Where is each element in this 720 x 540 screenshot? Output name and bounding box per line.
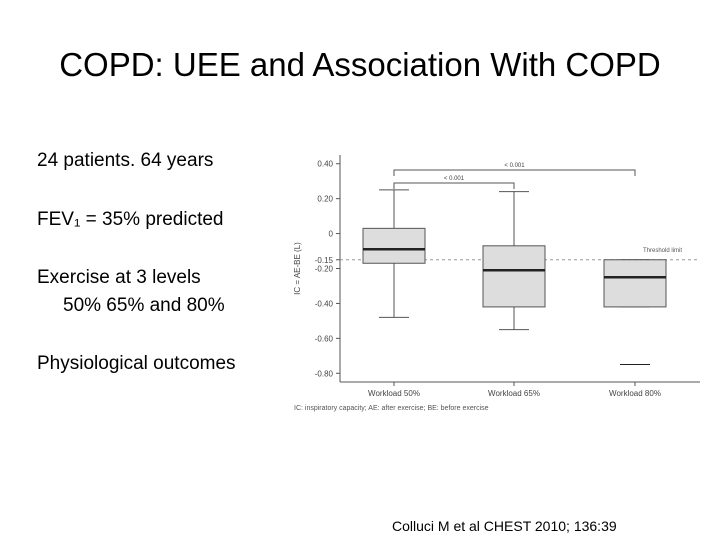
- x-tick-label: Workload 50%: [368, 389, 420, 398]
- significance-label: < 0.001: [444, 176, 465, 182]
- y-tick-label: -0.60: [315, 334, 334, 343]
- significance-bracket: [393, 169, 636, 176]
- bullet-exercise-levels: Exercise at 3 levels: [37, 267, 201, 288]
- y-tick-label: -0.80: [315, 369, 334, 378]
- y-tick-label: 0: [329, 230, 334, 239]
- bullet-fev1: FEV₁ = 35% predicted: [37, 209, 224, 230]
- citation: Colluci M et al CHEST 2010; 136:39: [392, 518, 617, 534]
- box: [482, 245, 546, 308]
- significance-bracket: [393, 182, 515, 189]
- chart-footnote: IC: inspiratory capacity; AE: after exer…: [294, 405, 489, 412]
- y-tick-label: -0.40: [315, 299, 334, 308]
- x-tick-label: Workload 80%: [609, 389, 661, 398]
- x-tick-label: Workload 65%: [488, 389, 540, 398]
- y-tick-label: -0.20: [315, 265, 334, 274]
- y-tick-label: 0.40: [317, 160, 333, 169]
- y-axis-label: IC = AE-BE (L): [293, 242, 302, 295]
- bullet-physiological-outcomes: Physiological outcomes: [37, 353, 236, 374]
- y-tick-label: 0.20: [317, 195, 333, 204]
- significance-label: < 0.001: [504, 163, 525, 169]
- bullet-exercise-percentages: 50% 65% and 80%: [63, 295, 225, 316]
- box: [362, 227, 426, 264]
- slide-title: COPD: UEE and Association With COPD: [59, 46, 661, 83]
- y-tick-label: -0.15: [315, 256, 334, 265]
- threshold-label: Threshold limit: [643, 248, 682, 254]
- box: [603, 259, 667, 308]
- bullet-patients: 24 patients. 64 years: [37, 150, 214, 171]
